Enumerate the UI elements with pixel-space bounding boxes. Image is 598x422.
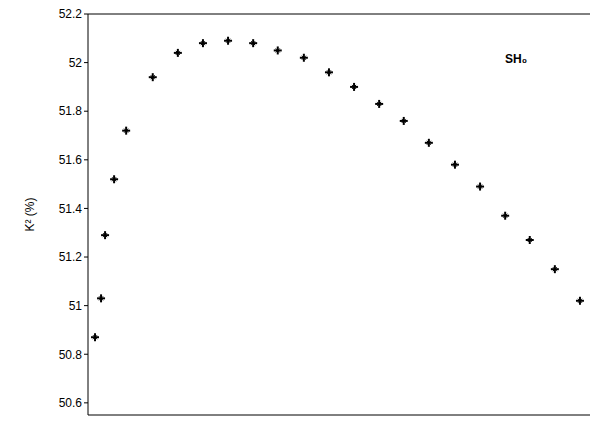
svg-text:52.2: 52.2: [59, 7, 83, 21]
svg-text:50.6: 50.6: [59, 396, 83, 410]
svg-text:51: 51: [69, 299, 83, 313]
svg-text:51.2: 51.2: [59, 250, 83, 264]
svg-text:51.4: 51.4: [59, 202, 83, 216]
svg-text:52: 52: [69, 56, 83, 70]
html-text:SH₀: SH₀: [505, 52, 528, 66]
svg-text:51.6: 51.6: [59, 153, 83, 167]
svg-text:K² (%): K² (%): [23, 198, 37, 232]
svg-text:50.8: 50.8: [59, 348, 83, 362]
svg-text:51.8: 51.8: [59, 104, 83, 118]
